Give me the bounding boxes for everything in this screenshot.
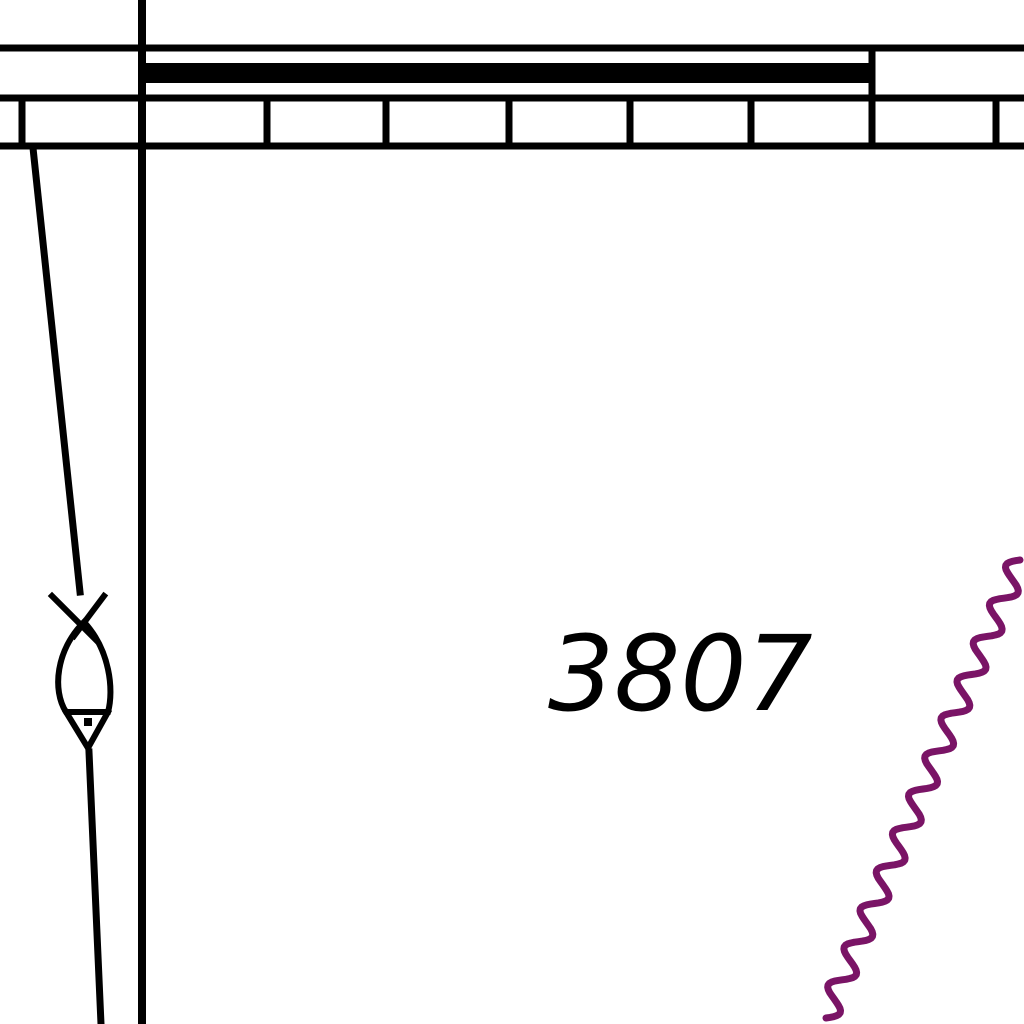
mooring-line-lower (85, 748, 105, 1024)
float-body (55, 617, 114, 715)
float-buoy-icon (29, 144, 114, 1024)
float-light (84, 718, 92, 726)
restricted-area-boundary (822, 556, 1024, 1022)
border-scale-bar (142, 63, 872, 83)
float-cross-stroke (47, 591, 101, 645)
mooring-line-upper (29, 144, 84, 596)
float-base (61, 707, 113, 754)
depth-sounding-label: 3807 (548, 613, 813, 735)
